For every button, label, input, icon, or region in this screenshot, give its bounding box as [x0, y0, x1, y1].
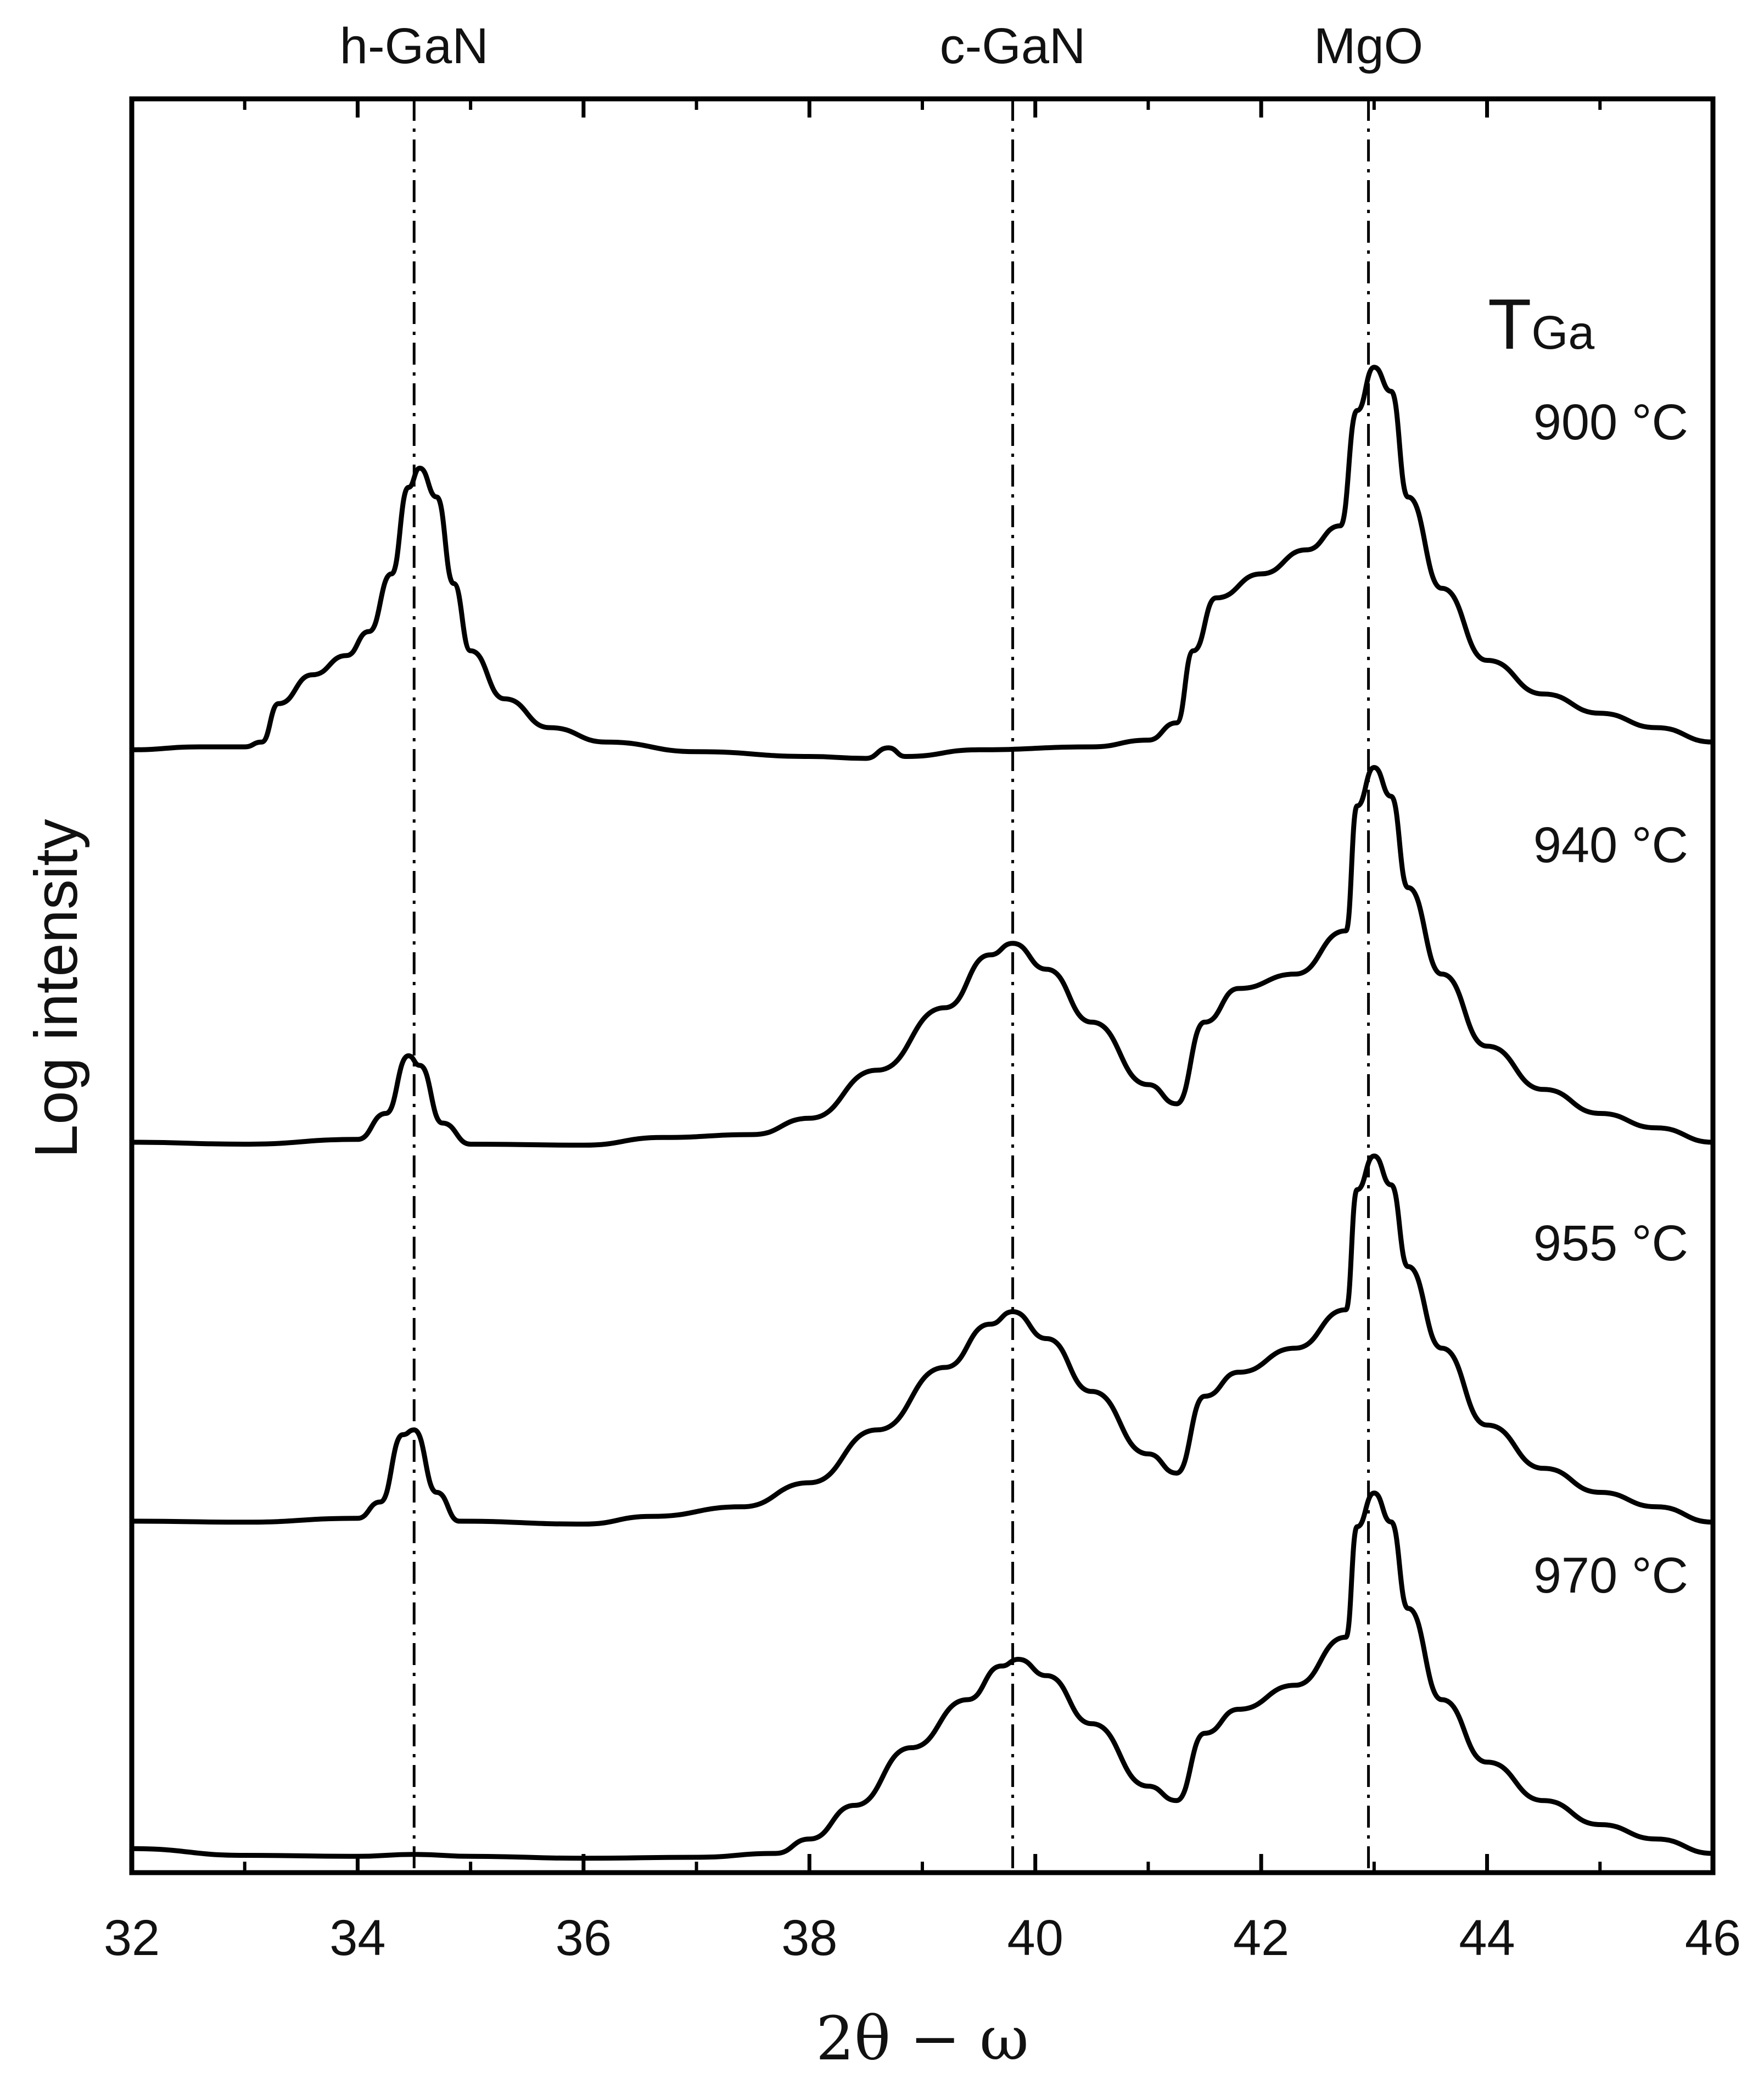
x-tick-label-32: 32: [104, 1910, 160, 1966]
x-tick-label-38: 38: [781, 1910, 837, 1966]
series-label-900c: 900 °C: [1533, 394, 1688, 450]
series-curve-970c: [129, 1490, 1716, 1861]
series-label-955c: 955 °C: [1533, 1215, 1688, 1271]
x-tick-label-36: 36: [556, 1910, 612, 1966]
series-curve-955c: [129, 1153, 1716, 1527]
x-tick-label-42: 42: [1233, 1910, 1289, 1966]
series-curve-940c: [129, 765, 1716, 1148]
x-axis-title: 2θ − ω: [816, 2003, 1029, 2074]
x-tick-label-44: 44: [1459, 1910, 1515, 1966]
series-curves: [129, 365, 1716, 1861]
series-curve-900c: [129, 365, 1716, 761]
refline-label-mgo: MgO: [1314, 18, 1423, 74]
x-tick-label-34: 34: [329, 1910, 385, 1966]
reference-lines: [412, 99, 1370, 1873]
plot-frame: [129, 96, 1716, 1875]
refline-label-c-gan: c-GaN: [940, 18, 1086, 74]
y-axis-title: Log intensity: [23, 819, 90, 1158]
series-label-940c: 940 °C: [1533, 817, 1688, 873]
x-tick-label-46: 46: [1685, 1910, 1741, 1966]
axis-ticks: 32 34 36 38 40 42 44 46: [104, 99, 1741, 1966]
legend-title: TGa: [1488, 284, 1594, 364]
legend-title-subscript: Ga: [1531, 306, 1594, 359]
legend-title-main: T: [1488, 284, 1531, 364]
series-label-970c: 970 °C: [1533, 1548, 1688, 1604]
chart-labels: h-GaN c-GaN MgO 900 °C 940 °C 955 °C 970 °C: [340, 18, 1688, 1604]
refline-label-h-gan: h-GaN: [340, 18, 489, 74]
x-tick-label-40: 40: [1007, 1910, 1063, 1966]
